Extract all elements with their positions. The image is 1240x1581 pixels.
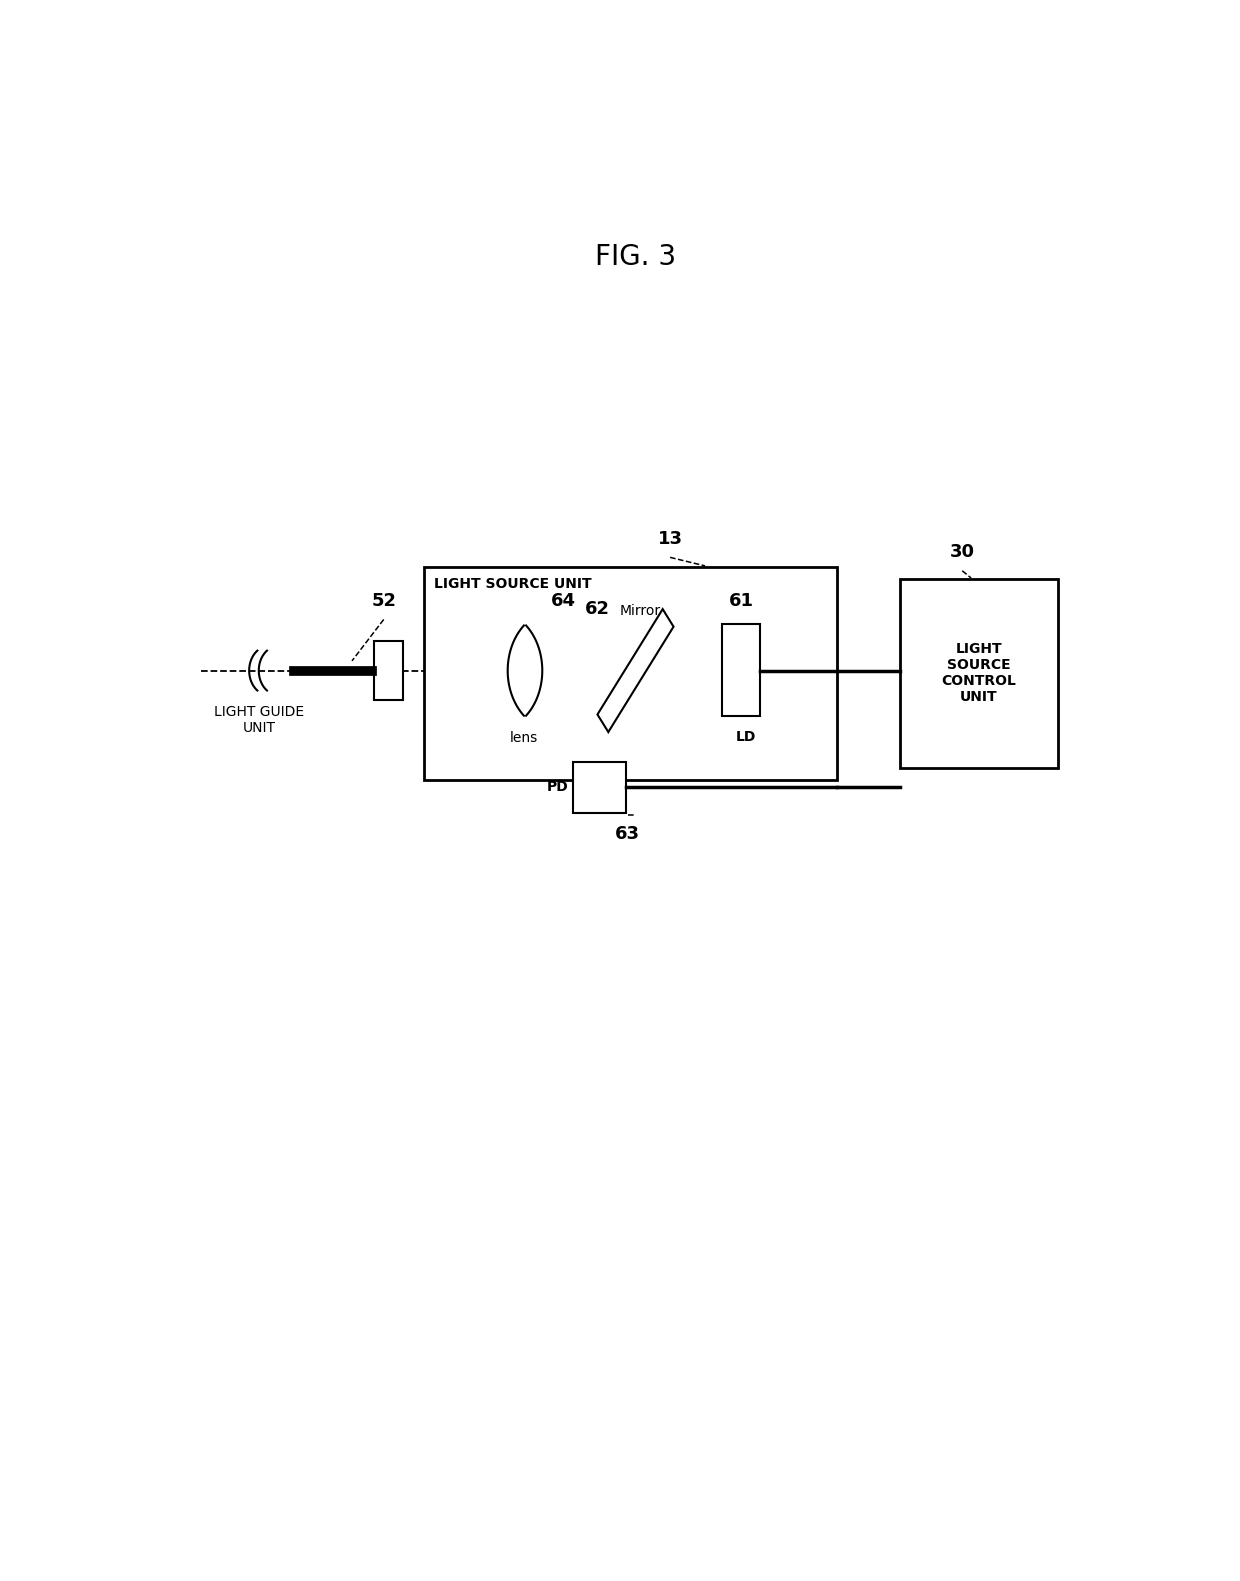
Text: 52: 52 xyxy=(371,591,397,610)
Text: lens: lens xyxy=(510,732,538,746)
Text: LIGHT SOURCE UNIT: LIGHT SOURCE UNIT xyxy=(434,577,591,591)
Text: 63: 63 xyxy=(615,825,640,843)
Text: 62: 62 xyxy=(584,601,610,618)
Bar xyxy=(424,568,837,779)
Text: LIGHT
SOURCE
CONTROL
UNIT: LIGHT SOURCE CONTROL UNIT xyxy=(941,642,1016,704)
Text: 30: 30 xyxy=(950,542,975,561)
Polygon shape xyxy=(598,609,673,732)
Text: 13: 13 xyxy=(657,530,682,547)
Bar xyxy=(374,642,403,700)
Bar xyxy=(573,762,626,813)
Text: 64: 64 xyxy=(551,591,575,610)
Text: 61: 61 xyxy=(729,591,754,610)
Text: FIG. 3: FIG. 3 xyxy=(595,242,676,270)
Text: LIGHT GUIDE
UNIT: LIGHT GUIDE UNIT xyxy=(213,705,304,735)
Text: Mirror: Mirror xyxy=(620,604,661,618)
Text: PD: PD xyxy=(547,781,568,794)
Text: LD: LD xyxy=(735,730,756,745)
Bar xyxy=(722,624,760,716)
Bar xyxy=(900,579,1058,768)
